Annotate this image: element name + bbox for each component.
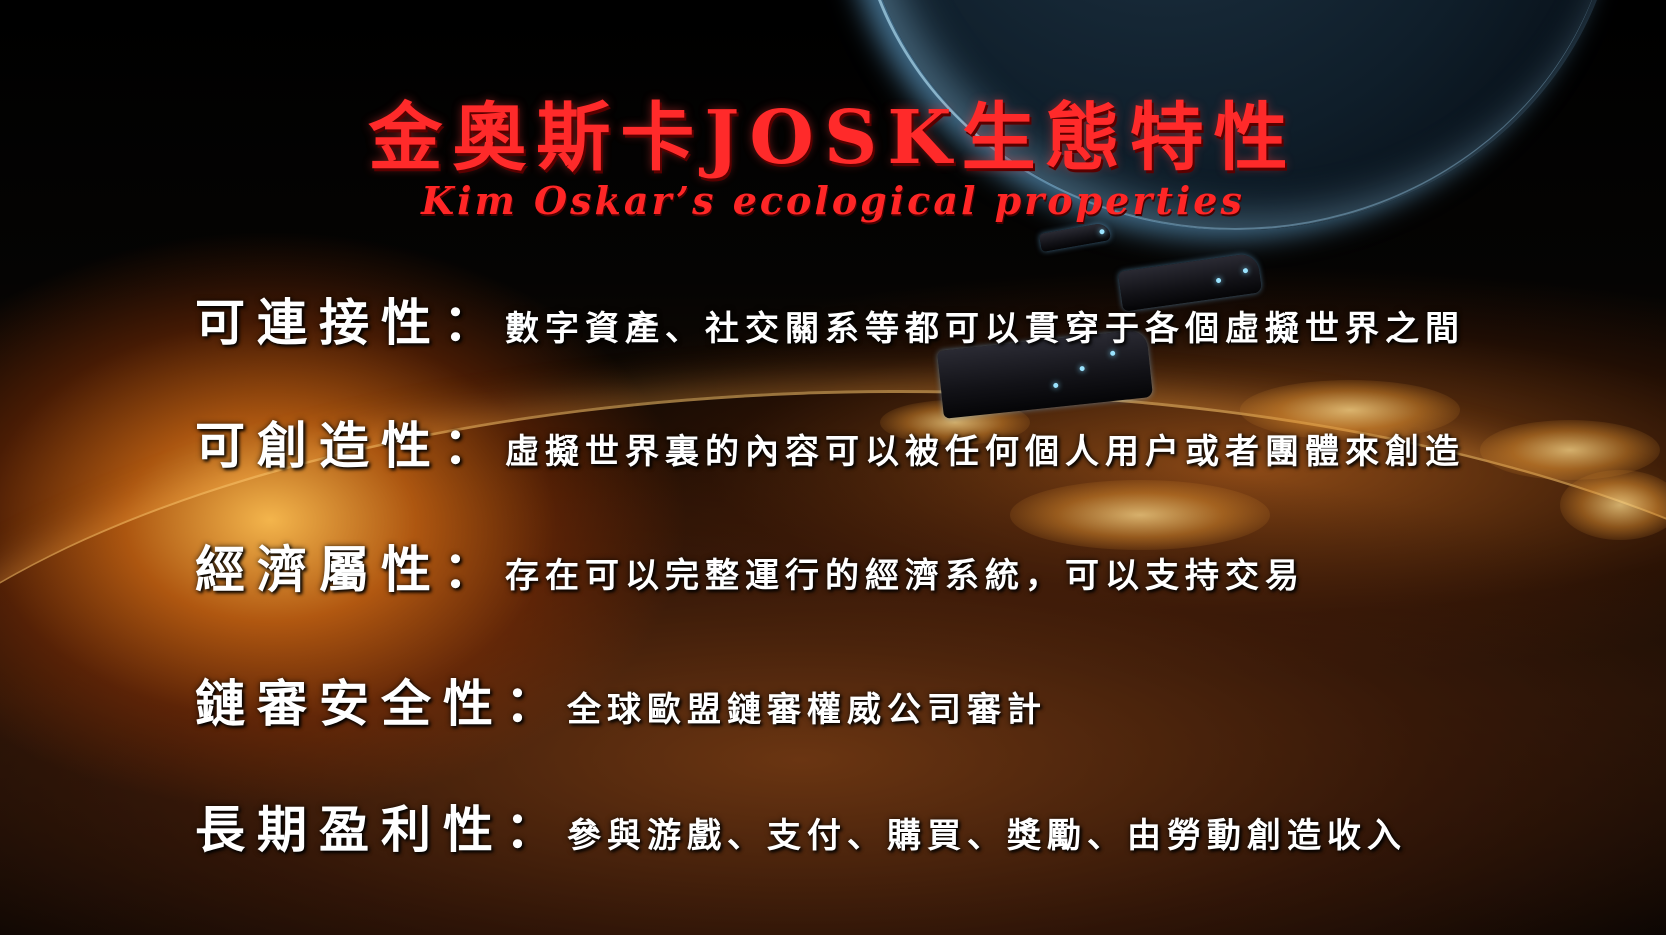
property-label: 長期盈利性：: [195, 800, 567, 859]
property-item: 鏈審安全性：全球歐盟鏈審權威公司審計: [195, 664, 1047, 736]
property-label: 鏈審安全性：: [195, 674, 567, 733]
crater-glow: [1560, 470, 1666, 540]
property-description: 全球歐盟鏈審權威公司審計: [567, 690, 1047, 730]
property-label: 可連接性：: [195, 293, 505, 352]
ship-light: [1053, 382, 1059, 389]
planet-horizon-image: [0, 390, 1666, 935]
property-description: 虛擬世界裏的內容可以被任何個人用户或者團體來創造: [505, 432, 1465, 472]
ship-light: [1242, 267, 1249, 274]
spaceship-image: [1038, 222, 1112, 252]
property-item: 長期盈利性：參與游戲、支付、購買、獎勵、由勞動創造收入: [195, 790, 1407, 862]
property-description: 數字資產、社交關系等都可以貫穿于各個虛擬世界之間: [505, 309, 1465, 349]
property-item: 可創造性：虛擬世界裏的內容可以被任何個人用户或者團體來創造: [195, 406, 1465, 478]
crater-glow: [1240, 380, 1460, 440]
property-label: 可創造性：: [195, 416, 505, 475]
property-item: 經濟屬性：存在可以完整運行的經濟系統，可以支持交易: [195, 530, 1305, 602]
crater-glow: [1010, 480, 1270, 550]
ship-light: [1099, 228, 1105, 235]
property-label: 經濟屬性：: [195, 540, 505, 599]
slide-title: 金奧斯卡JOSK生態特性: [368, 95, 1298, 181]
ship-light: [1079, 365, 1085, 372]
property-description: 參與游戲、支付、購買、獎勵、由勞動創造收入: [567, 816, 1407, 856]
property-item: 可連接性：數字資產、社交關系等都可以貫穿于各個虛擬世界之間: [195, 283, 1465, 355]
slide-subtitle: Kim Oskar’s ecological properties: [421, 178, 1245, 223]
property-description: 存在可以完整運行的經濟系統，可以支持交易: [505, 556, 1305, 596]
